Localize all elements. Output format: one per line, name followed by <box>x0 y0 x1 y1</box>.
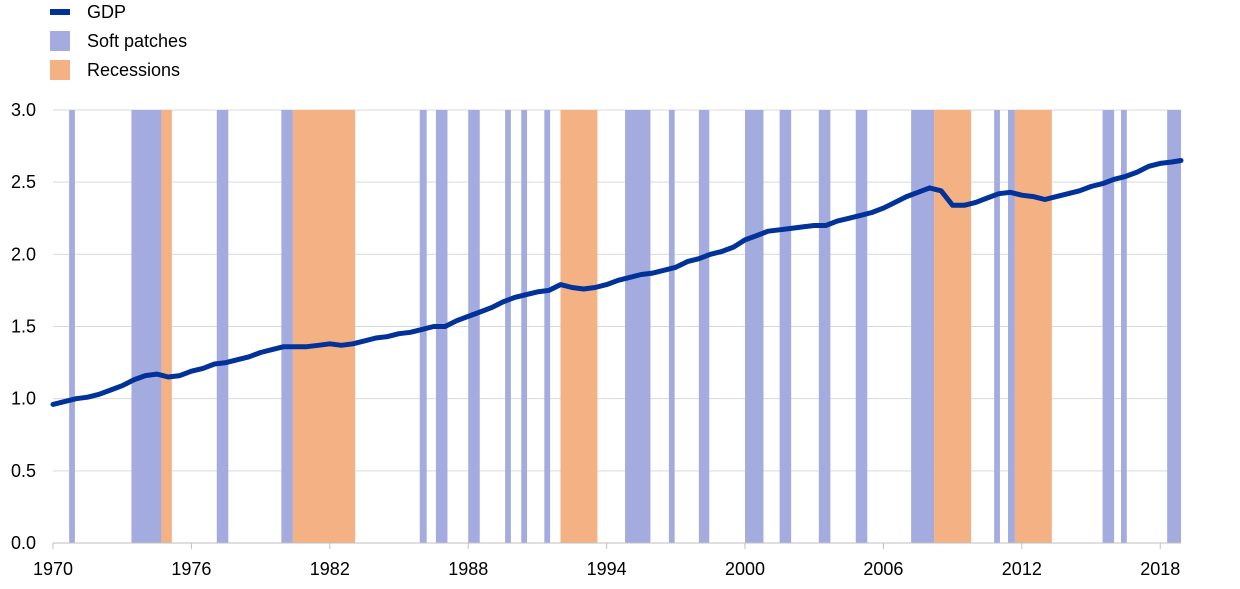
soft-patch-band <box>1007 110 1015 543</box>
soft-patch-band <box>994 110 1000 543</box>
soft-patch-band <box>131 110 162 543</box>
legend-item-recessions: Recessions <box>50 58 180 82</box>
gdp-line <box>50 158 1184 407</box>
x-tick-label: 1982 <box>310 559 350 579</box>
legend-swatch-recessions <box>50 60 70 80</box>
recession-band <box>1014 110 1052 543</box>
soft-patch-band <box>911 110 935 543</box>
x-tick-label: 1988 <box>448 559 488 579</box>
soft-patch-band <box>1121 110 1127 543</box>
shaded-periods <box>69 110 1181 543</box>
legend-swatch-gdp <box>50 9 70 15</box>
y-tick-label: 1.5 <box>11 317 36 337</box>
y-tick-label: 0.0 <box>11 533 36 553</box>
x-tick-label: 2000 <box>725 559 765 579</box>
legend-item-soft-patches: Soft patches <box>50 29 187 53</box>
legend-item-gdp: GDP <box>50 0 126 24</box>
y-tick-label: 0.5 <box>11 461 36 481</box>
recession-band <box>934 110 972 543</box>
legend-label-gdp: GDP <box>87 1 127 22</box>
legend-label-soft-patches: Soft patches <box>87 30 188 51</box>
x-tick-label: 1994 <box>587 559 627 579</box>
x-tick-label: 2012 <box>1002 559 1042 579</box>
y-tick-label: 2.5 <box>11 172 36 192</box>
gdp-series <box>50 158 1184 407</box>
soft-patch-band <box>1167 110 1181 543</box>
soft-patch-band <box>216 110 229 543</box>
soft-patch-band <box>818 110 831 543</box>
x-tick-label: 2006 <box>863 559 903 579</box>
soft-patch-band <box>745 110 764 543</box>
soft-patch-band <box>281 110 293 543</box>
soft-patch-band <box>468 110 480 543</box>
y-tick-label: 2.0 <box>11 244 36 264</box>
soft-patch-band <box>668 110 675 543</box>
x-tick-label: 1976 <box>171 559 211 579</box>
soft-patch-band <box>544 110 551 543</box>
legend-swatch-soft-patches <box>50 31 70 51</box>
soft-patch-band <box>521 110 528 543</box>
soft-patch-band <box>855 110 868 543</box>
soft-patch-band <box>1102 110 1115 543</box>
y-tick-label: 1.0 <box>11 389 36 409</box>
legend-label-recessions: Recessions <box>87 59 181 80</box>
recession-band <box>292 110 356 543</box>
axes: 0.0 0.5 1.0 1.5 2.0 2.5 3.0 1970 1976 1982 1988 199… <box>11 100 1181 579</box>
soft-patch-band <box>698 110 710 543</box>
soft-patch-band <box>625 110 651 543</box>
x-tick-label: 2018 <box>1140 559 1180 579</box>
recession-band <box>161 110 172 543</box>
soft-patch-band <box>419 110 427 543</box>
soft-patch-band <box>69 110 75 543</box>
soft-patch-band <box>779 110 792 543</box>
y-tick-label: 3.0 <box>11 100 36 120</box>
x-tick-label: 1970 <box>33 559 73 579</box>
soft-patch-band <box>505 110 511 543</box>
recession-band <box>560 110 598 543</box>
gridlines <box>53 109 1181 472</box>
